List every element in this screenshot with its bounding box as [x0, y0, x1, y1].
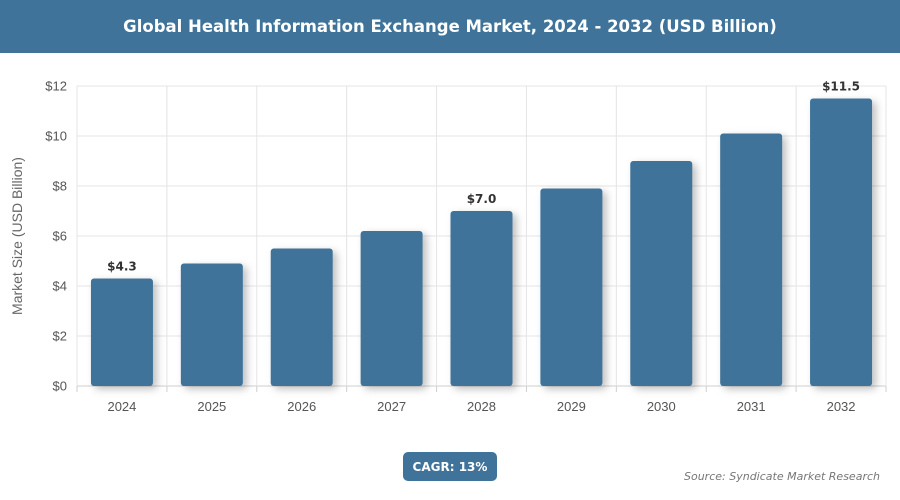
chart-title: Global Health Information Exchange Marke…: [123, 17, 777, 36]
x-tick-label: 2026: [287, 399, 316, 414]
source-note: Source: Syndicate Market Research: [684, 470, 880, 483]
cagr-badge: CAGR: 13%: [403, 452, 497, 481]
bar: [270, 248, 333, 386]
bar: [360, 231, 423, 386]
axes: [76, 386, 887, 392]
bar: [630, 161, 693, 386]
bar: [450, 211, 513, 386]
bar: [90, 278, 153, 386]
bar: [720, 133, 783, 386]
y-tick-label: $0: [53, 379, 67, 394]
y-axis-title: Market Size (USD Billion): [9, 157, 25, 315]
y-tick-label: $12: [45, 79, 67, 94]
x-tick-label: 2030: [647, 399, 676, 414]
labels: $0 $2 $4 $6 $8 $10 $12 2024 2025 2026 2027 2028 2029…: [9, 79, 860, 415]
y-tick-label: $10: [45, 129, 67, 144]
data-label: $11.5: [822, 80, 860, 94]
bars: [90, 98, 873, 386]
data-label: $7.0: [467, 192, 497, 206]
x-tick-label: 2029: [557, 399, 586, 414]
y-tick-label: $8: [53, 179, 67, 194]
bar: [810, 98, 873, 386]
x-tick-label: 2032: [827, 399, 856, 414]
title-bar: Global Health Information Exchange Marke…: [0, 0, 900, 53]
y-tick-label: $6: [53, 229, 67, 244]
x-tick-label: 2025: [197, 399, 226, 414]
x-tick-label: 2028: [467, 399, 496, 414]
x-tick-label: 2027: [377, 399, 406, 414]
x-tick-label: 2024: [107, 399, 136, 414]
y-tick-label: $4: [53, 279, 67, 294]
x-tick-label: 2031: [737, 399, 766, 414]
bar-chart: $0 $2 $4 $6 $8 $10 $12 2024 2025 2026 2027 2028 2029…: [9, 79, 887, 415]
bar: [540, 188, 603, 386]
y-tick-label: $2: [53, 329, 67, 344]
data-label: $4.3: [107, 260, 137, 274]
bar: [180, 263, 243, 386]
